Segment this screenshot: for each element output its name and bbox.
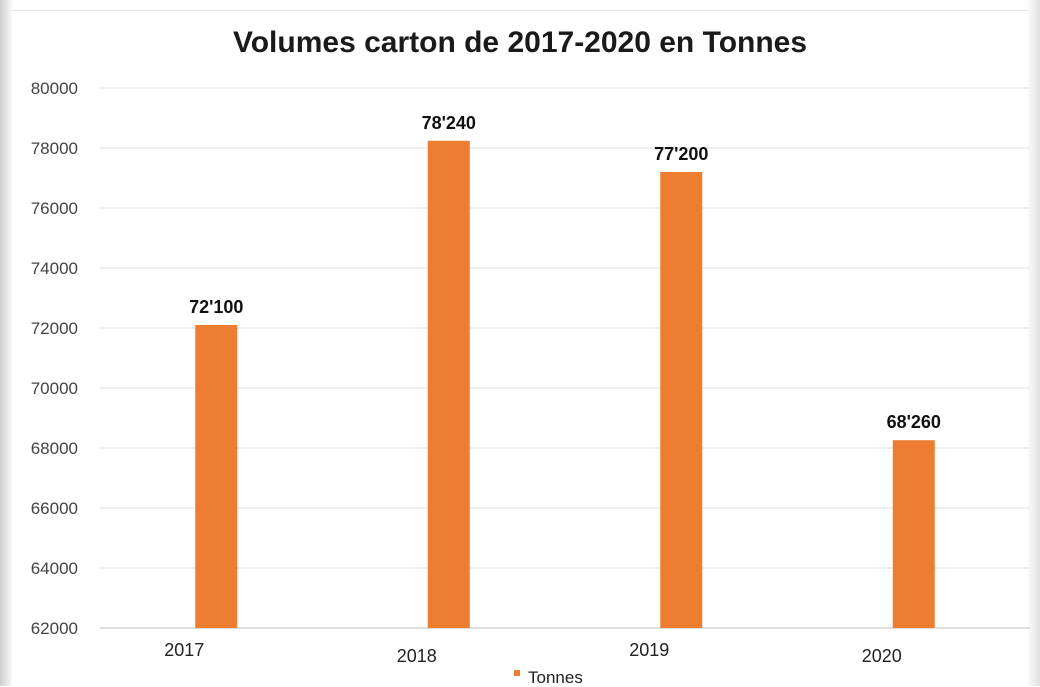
y-tick-label: 70000 xyxy=(31,379,78,398)
y-tick-label: 78000 xyxy=(31,139,78,158)
x-tick-label: 2019 xyxy=(629,640,669,660)
y-tick-label: 66000 xyxy=(31,499,78,518)
bar-2020 xyxy=(892,440,935,628)
y-tick-label: 64000 xyxy=(31,559,78,578)
legend: Tonnes xyxy=(514,668,583,686)
y-tick-label: 62000 xyxy=(31,619,78,638)
chart-title: Volumes carton de 2017-2020 en Tonnes xyxy=(232,26,808,59)
data-label-2018: 78'240 xyxy=(422,113,476,133)
data-label-2020: 68'260 xyxy=(887,412,941,432)
y-axis-ticks: 62000 64000 66000 68000 70000 72000 74000 76000… xyxy=(31,79,78,638)
y-tick-label: 72000 xyxy=(31,319,78,338)
chart-panel xyxy=(12,10,1028,687)
bar-2019 xyxy=(660,172,703,628)
bars xyxy=(195,140,935,629)
y-tick-label: 68000 xyxy=(31,439,78,458)
y-tick-label: 76000 xyxy=(31,199,78,218)
x-tick-label: 2017 xyxy=(164,640,204,660)
data-label-2017: 72'100 xyxy=(189,297,243,317)
legend-swatch-tonnes xyxy=(514,670,520,676)
gridlines xyxy=(100,87,1030,629)
bar-2018 xyxy=(427,140,470,629)
data-labels: 72'100 78'240 77'200 68'260 xyxy=(189,113,941,432)
data-label-2019: 77'200 xyxy=(654,144,708,164)
x-tick-label: 2018 xyxy=(397,646,437,666)
x-tick-label: 2020 xyxy=(862,646,902,666)
y-tick-label: 74000 xyxy=(31,259,78,278)
x-axis-ticks: 2017 2018 2019 2020 xyxy=(164,640,902,666)
y-tick-label: 80000 xyxy=(31,79,78,98)
legend-label-tonnes: Tonnes xyxy=(528,668,583,686)
bar-2017 xyxy=(195,325,238,628)
